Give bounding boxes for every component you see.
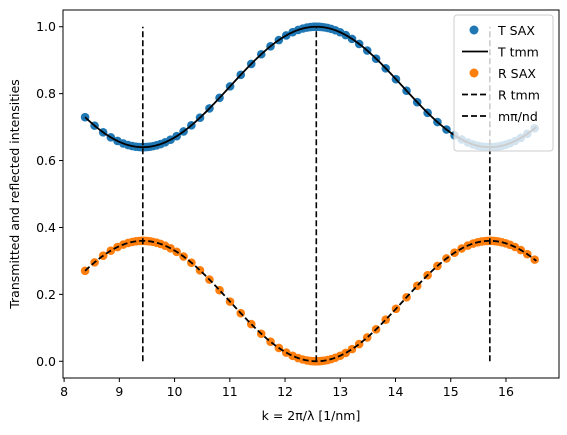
x-tick-label: 10 xyxy=(167,384,183,399)
x-tick-label: 9 xyxy=(115,384,123,399)
legend-marker xyxy=(469,25,479,35)
legend-label: mπ/nd xyxy=(498,109,538,124)
y-tick-label: 0.0 xyxy=(36,354,56,369)
y-tick-label: 0.2 xyxy=(36,287,56,302)
x-axis: 8 9 10 11 12 13 14 15 16 xyxy=(60,378,514,399)
x-tick-label: 16 xyxy=(498,384,514,399)
y-axis-label: Transmitted and reflected intensities xyxy=(7,79,22,310)
x-axis-label: k = 2π/λ [1/nm] xyxy=(262,408,361,423)
x-tick-label: 15 xyxy=(443,384,459,399)
legend: T SAX T tmm R SAX R tmm mπ/nd xyxy=(453,14,554,152)
x-tick-label: 13 xyxy=(332,384,348,399)
legend-box xyxy=(453,14,554,152)
x-tick-label: 14 xyxy=(388,384,404,399)
y-tick-label: 1.0 xyxy=(36,19,56,34)
line-r-tmm xyxy=(84,239,537,363)
x-tick-label: 11 xyxy=(222,384,238,399)
y-tick-label: 0.6 xyxy=(36,153,56,168)
y-tick-label: 0.4 xyxy=(36,220,56,235)
legend-label: T SAX xyxy=(497,23,535,38)
legend-label: R SAX xyxy=(498,66,536,81)
x-tick-label: 8 xyxy=(60,384,68,399)
y-tick-label: 0.8 xyxy=(36,86,56,101)
legend-label: T tmm xyxy=(497,45,539,60)
legend-label: R tmm xyxy=(498,88,540,103)
y-axis: 0.0 0.2 0.4 0.6 0.8 1.0 xyxy=(36,19,63,369)
axes-frame xyxy=(62,9,560,379)
legend-marker xyxy=(469,68,479,78)
x-tick-label: 12 xyxy=(277,384,293,399)
